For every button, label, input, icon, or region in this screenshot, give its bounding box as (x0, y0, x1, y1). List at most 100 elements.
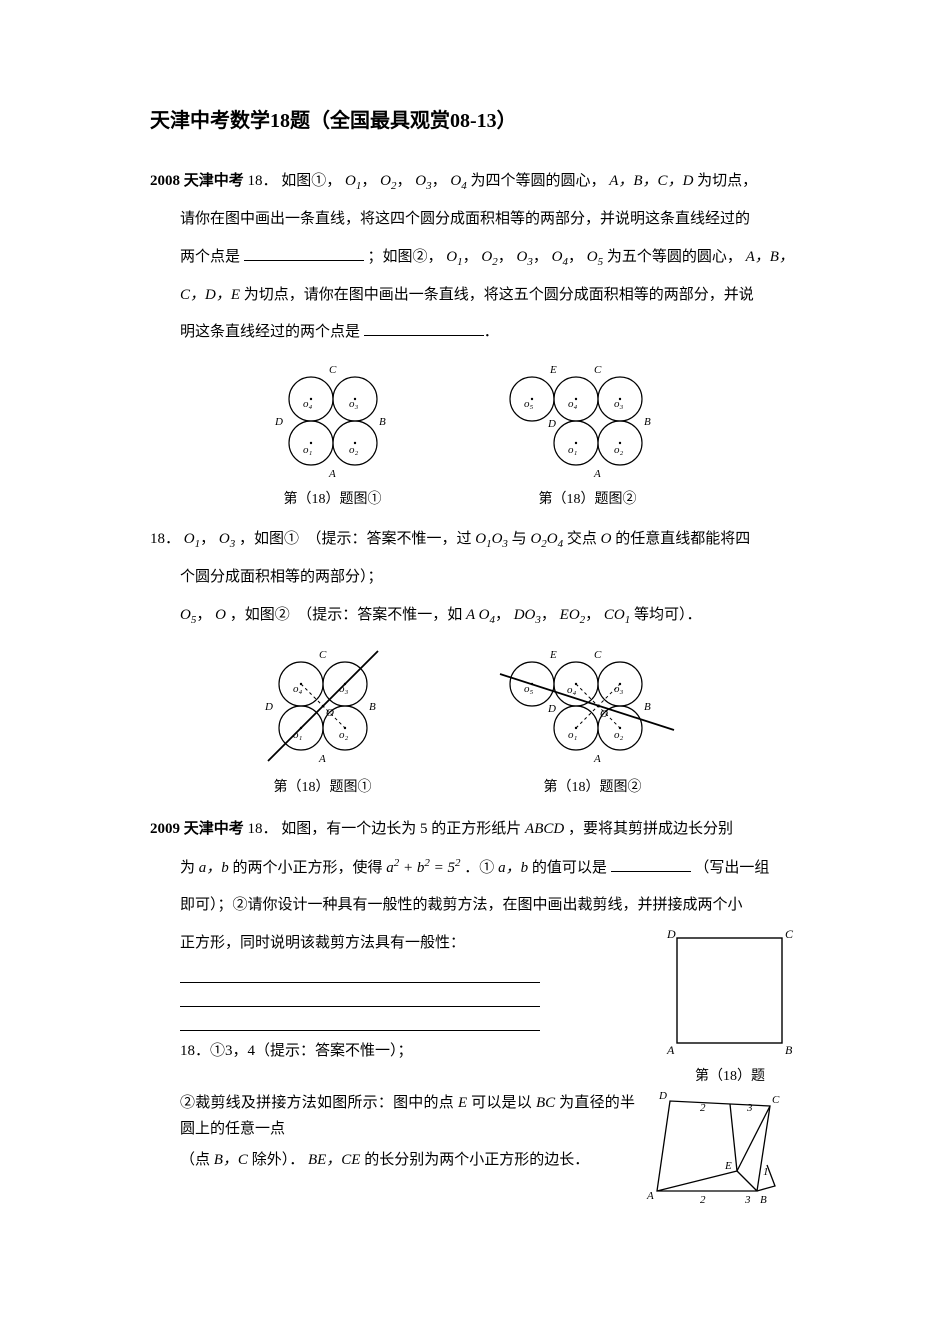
ans-line-1 (180, 965, 540, 983)
five-ans-svg: o₁ o₂ o₃ o₄ o₅ O AB CD E (493, 644, 693, 769)
ans2008-t3: 交点 (567, 531, 597, 547)
svg-text:O: O (326, 707, 334, 719)
q2008-t9: 明这条直线经过的两个点是 (180, 324, 360, 340)
svg-text:o₄: o₄ (293, 683, 303, 695)
svg-text:o₂: o₂ (614, 444, 624, 456)
svg-text:o₁: o₁ (568, 444, 578, 456)
q2009-t1: 如图，有一个边长为 5 的正方形纸片 (281, 821, 521, 837)
q2009-num: 18． (248, 821, 278, 837)
a-o1o3: O1O3 (475, 531, 508, 547)
ans2008-num: 18． (150, 531, 180, 547)
svg-text:o₄: o₄ (568, 398, 578, 410)
svg-text:C: C (319, 649, 327, 661)
svg-text:o₃: o₃ (349, 398, 359, 410)
ans2009-t2: ②裁剪线及拼接方法如图所示：图中的点 (180, 1095, 454, 1111)
svg-text:o₅: o₅ (524, 683, 534, 695)
svg-text:A: A (646, 1190, 654, 1202)
cut-fig: AB CD E 23 1 23 (645, 1091, 795, 1226)
a-O: O (601, 531, 612, 547)
q2009-t5: ．① (464, 860, 494, 876)
svg-text:o₁: o₁ (303, 444, 313, 456)
svg-text:2: 2 (700, 1194, 706, 1206)
q2008-labels2: A，B， (746, 249, 794, 265)
ans2009-bc: BC (536, 1095, 555, 1111)
ans2009-be: BE，CE (308, 1152, 361, 1168)
o4: O4 (450, 173, 466, 189)
square-svg: DC AB (665, 928, 795, 1058)
svg-text:o₃: o₃ (614, 683, 624, 695)
cap-five: 第（18）题图② (539, 485, 637, 514)
svg-text:o₄: o₄ (303, 398, 313, 410)
ans2009-t5: （点 (180, 1152, 210, 1168)
svg-text:o₂: o₂ (349, 444, 359, 456)
ans2009-t3: 可以是以 (471, 1095, 532, 1111)
ans2008-t5: 个圆分成面积相等的两部分）； (180, 569, 383, 585)
anscap-five: 第（18）题图② (544, 773, 642, 802)
q2008-t2: 为四个等圆的圆心， (470, 173, 605, 189)
q2008-labels3: C，D，E (180, 287, 240, 303)
o2: O2 (380, 173, 396, 189)
cap-four: 第（18）题图① (284, 485, 382, 514)
o5: O5 (587, 249, 603, 265)
svg-text:C: C (785, 928, 794, 941)
svg-text:o₃: o₃ (339, 683, 349, 695)
a-eo2: EO2 (560, 607, 586, 623)
ansfig-five: o₁ o₂ o₃ o₄ o₅ O AB CD E 第（18）题图② (493, 644, 693, 802)
svg-text:o₃: o₃ (614, 398, 624, 410)
svg-text:B: B (760, 1194, 767, 1206)
svg-text:E: E (549, 649, 557, 661)
q2009-t3: 为 (180, 860, 195, 876)
fig-five: o₁ o₂ o₃ o₄ o₅ AB CD E 第（18）题图② (498, 361, 678, 514)
fig-row-1: o₁ o₂ o₃ o₄ AB CD 第（18）题图① o₁ o₂ o₃ o₄ o… (150, 361, 795, 514)
q2008-t4: 请你在图中画出一条直线，将这四个圆分成面积相等的两部分，并说明这条直线经过的 (180, 211, 750, 227)
q2009: 2009 天津中考 18． 如图，有一个边长为 5 的正方形纸片 ABCD ，要… (150, 814, 795, 846)
q2009-t6: 的值可以是 (532, 860, 607, 876)
ans2009-bc2: B，C (214, 1152, 248, 1168)
svg-text:A: A (593, 468, 601, 480)
q2009-abcd: ABCD (525, 821, 564, 837)
cut-svg: AB CD E 23 1 23 (645, 1091, 795, 1226)
ans2009-t1: 18．①3，4（提示：答案不惟一）； (180, 1043, 413, 1059)
q2008-l4: C，D，E 为切点，请你在图中画出一条直线，将这五个圆分成面积相等的两部分，并说 (150, 280, 795, 312)
svg-text:B: B (379, 416, 386, 428)
q2008-l2: 请你在图中画出一条直线，将这四个圆分成面积相等的两部分，并说明这条直线经过的 (150, 204, 795, 236)
cap-square: 第（18）题 (665, 1062, 795, 1091)
svg-text:B: B (369, 701, 376, 713)
a-o2o4: O2O4 (530, 531, 563, 547)
q2009-t8: 即可）；②请你设计一种具有一般性的裁剪方法，在图中画出裁剪线，并拼接成两个小 (180, 897, 743, 913)
ans2009-e: E (458, 1095, 467, 1111)
ans2008-l2: 个圆分成面积相等的两部分）； (150, 562, 795, 594)
q2008-t3: 为切点， (697, 173, 757, 189)
svg-text:o₂: o₂ (614, 729, 624, 741)
svg-text:1: 1 (763, 1166, 769, 1178)
anscap-four: 第（18）题图① (274, 773, 372, 802)
svg-text:3: 3 (746, 1102, 753, 1114)
svg-text:o₂: o₂ (339, 729, 349, 741)
square-fig: DC AB 第（18）题 (665, 928, 795, 1091)
q2008-t6: ；如图②， (368, 249, 443, 265)
blank-3 (611, 857, 691, 872)
q2008-t5: 两个点是 (180, 249, 240, 265)
svg-text:B: B (644, 416, 651, 428)
svg-text:o₄: o₄ (567, 684, 577, 696)
svg-text:A: A (666, 1043, 675, 1057)
q2008-head: 2008 天津中考 (150, 173, 244, 189)
svg-text:D: D (666, 928, 676, 941)
svg-text:D: D (547, 703, 556, 715)
q2008-t7: 为五个等圆的圆心， (607, 249, 742, 265)
ans-line-2 (180, 989, 540, 1007)
a-o3: O3 (219, 531, 235, 547)
q2008-t8: 为切点，请你在图中画出一条直线，将这五个圆分成面积相等的两部分，并说 (244, 287, 754, 303)
four-circles-svg: o₁ o₂ o₃ o₄ AB CD (268, 361, 398, 481)
ans2008-l3: O5， O ，如图② （提示：答案不惟一，如 A O4， DO3， EO2， C… (150, 600, 795, 632)
svg-text:C: C (329, 364, 337, 376)
four-ans-svg: o₁ o₂ o₃ o₄ O AB CD (253, 644, 393, 769)
q2008: 2008 天津中考 18． 如图①， O1， O2， O3， O4 为四个等圆的… (150, 166, 795, 198)
ans2008-t1: ，如图① （提示：答案不惟一，过 (239, 531, 472, 547)
a-o1: O1 (184, 531, 200, 547)
svg-text:o₁: o₁ (293, 729, 303, 741)
svg-text:C: C (594, 649, 602, 661)
q2009-ab2: a，b (498, 860, 528, 876)
svg-text:E: E (724, 1160, 732, 1172)
svg-text:O: O (600, 708, 608, 720)
